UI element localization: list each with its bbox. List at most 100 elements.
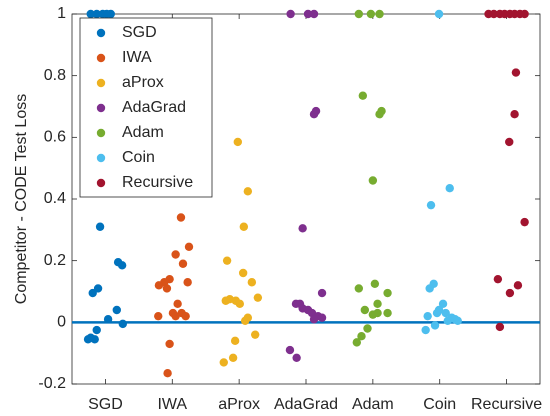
legend-marker [96, 103, 106, 113]
point [181, 311, 190, 321]
x-tick-label: IWA [157, 396, 187, 413]
point [423, 311, 432, 321]
point [235, 299, 245, 309]
point [176, 213, 186, 222]
point [495, 322, 505, 332]
point [95, 222, 105, 231]
x-tick-label: aProx [218, 396, 260, 413]
point [505, 288, 515, 298]
point [286, 9, 295, 19]
point [93, 284, 103, 293]
point [239, 222, 249, 231]
point [383, 308, 392, 318]
point [173, 299, 182, 309]
point [445, 184, 454, 193]
point [370, 279, 380, 288]
point [383, 288, 392, 298]
point [118, 319, 128, 329]
point [511, 68, 521, 77]
point [250, 330, 260, 339]
legend-marker [96, 28, 106, 38]
point [240, 316, 250, 325]
point [363, 324, 372, 333]
legend-label: aProx [122, 74, 164, 91]
x-tick-label: SGD [88, 396, 123, 413]
point [432, 308, 442, 318]
point [285, 345, 295, 355]
y-axis-label: Competitor - CODE Test Loss [13, 94, 30, 304]
point [92, 9, 101, 19]
legend-marker [96, 178, 106, 188]
point [513, 281, 523, 290]
point [165, 339, 174, 349]
point [309, 110, 319, 119]
point [154, 311, 163, 321]
y-tick-label: 1 [57, 5, 66, 22]
point [247, 278, 257, 287]
point [83, 335, 93, 344]
point [112, 305, 121, 315]
point [103, 315, 113, 324]
point [92, 325, 101, 335]
point [434, 9, 444, 19]
legend-marker [96, 78, 106, 88]
point [86, 9, 95, 19]
y-tick-label: 0.2 [44, 252, 66, 269]
point [317, 313, 327, 322]
point [178, 259, 188, 268]
point [317, 288, 327, 298]
point [221, 296, 230, 305]
point [183, 278, 192, 287]
legend-label: IWA [122, 49, 152, 66]
legend-marker [96, 153, 106, 163]
point [298, 224, 307, 233]
point [309, 315, 319, 324]
point [375, 9, 384, 19]
point [228, 353, 238, 362]
point [358, 91, 368, 100]
point [162, 284, 172, 293]
point [373, 299, 382, 309]
point [489, 9, 499, 19]
point [430, 321, 440, 330]
y-tick-label: -0.2 [38, 375, 66, 392]
point [520, 9, 529, 19]
x-tick-label: Recursive [471, 396, 542, 413]
point [243, 187, 253, 196]
point [154, 281, 164, 290]
point [233, 137, 243, 147]
legend-label: AdaGrad [122, 99, 186, 116]
point [453, 316, 462, 325]
legend-label: SGD [122, 24, 157, 41]
point [493, 274, 503, 284]
point [163, 369, 172, 378]
x-tick-label: Adam [352, 396, 394, 413]
point [443, 316, 452, 325]
point [352, 338, 362, 347]
point [368, 310, 378, 319]
point [219, 358, 228, 367]
point [171, 250, 180, 259]
point [309, 9, 319, 19]
y-tick-label: 0 [57, 314, 66, 331]
point [520, 217, 529, 227]
point [357, 332, 366, 341]
legend-label: Adam [122, 124, 164, 141]
point [238, 268, 248, 278]
y-tick-label: 0.4 [44, 190, 66, 207]
point [303, 9, 313, 19]
legend-label: Recursive [122, 174, 193, 191]
point [510, 110, 519, 119]
point [438, 299, 448, 309]
x-tick-label: Coin [423, 396, 456, 413]
point [421, 325, 430, 335]
point [360, 305, 370, 315]
point [222, 256, 232, 265]
y-tick-label: 0.8 [44, 67, 66, 84]
legend-marker [96, 128, 106, 138]
x-tick-label: AdaGrad [274, 396, 338, 413]
legend-label: Coin [122, 149, 155, 166]
point [106, 9, 115, 19]
point [292, 353, 301, 362]
point [375, 110, 384, 119]
